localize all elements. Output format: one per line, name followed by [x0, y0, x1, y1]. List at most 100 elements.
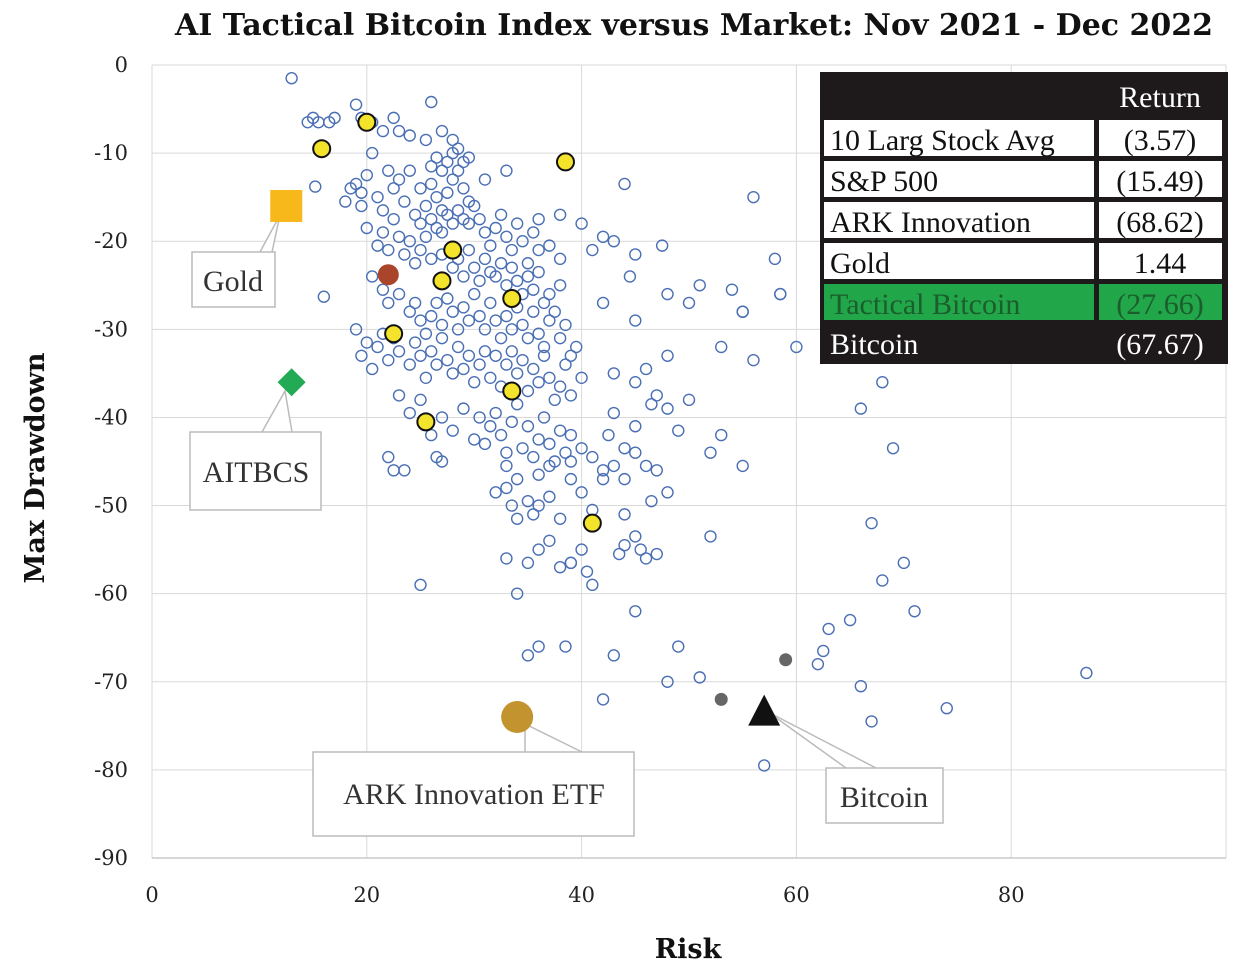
universe-point: [629, 420, 642, 433]
gold-label: Gold: [203, 265, 263, 298]
universe-point: [392, 345, 406, 358]
universe-point: [425, 309, 438, 323]
universe-point: [575, 217, 588, 230]
universe-point: [478, 345, 492, 358]
universe-point: [430, 190, 443, 204]
universe-point: [865, 715, 878, 728]
universe-point: [505, 345, 518, 358]
y-tick-label: -90: [94, 846, 128, 870]
universe-point: [527, 226, 540, 239]
universe-point: [602, 428, 615, 442]
universe-point: [639, 459, 653, 473]
universe-point: [446, 424, 459, 437]
universe-point: [532, 265, 545, 279]
universe-point: [736, 459, 749, 473]
universe-point: [596, 472, 610, 486]
highlight-point: [582, 513, 602, 533]
table-row-value: (68.62): [1116, 206, 1203, 239]
universe-point: [516, 235, 529, 248]
universe-point: [451, 323, 465, 336]
universe-point: [543, 239, 556, 252]
universe-point: [392, 287, 406, 301]
x-tick-label: 40: [568, 883, 595, 907]
universe-point: [876, 574, 889, 587]
universe-point: [414, 243, 427, 257]
universe-point: [607, 649, 621, 662]
universe-point: [505, 415, 518, 429]
y-tick-label: -60: [94, 582, 128, 606]
universe-point: [355, 199, 368, 213]
y-tick-label: -80: [94, 758, 128, 782]
universe-point: [596, 230, 610, 244]
universe-point: [500, 446, 513, 459]
universe-point: [408, 208, 422, 221]
universe-point: [521, 384, 535, 398]
universe-point: [537, 349, 551, 362]
universe-point: [843, 613, 857, 627]
universe-point: [527, 305, 540, 318]
universe-point: [489, 270, 502, 283]
universe-point: [553, 380, 567, 393]
universe-point: [521, 494, 535, 508]
universe-point: [387, 182, 400, 195]
universe-point: [403, 164, 416, 177]
universe-point: [387, 111, 400, 125]
universe-point: [489, 486, 502, 499]
universe-point: [527, 508, 540, 521]
universe-point: [430, 358, 443, 371]
universe-point: [430, 151, 443, 164]
universe-point: [387, 212, 400, 226]
universe-point: [570, 340, 583, 354]
universe-point: [505, 499, 518, 512]
universe-point: [451, 340, 465, 354]
universe-point: [500, 459, 513, 473]
universe-point: [548, 305, 561, 318]
universe-point: [408, 257, 422, 270]
universe-point: [510, 587, 524, 600]
universe-point: [451, 204, 465, 217]
universe-point: [478, 437, 492, 451]
universe-point: [629, 530, 642, 543]
universe-point: [865, 516, 878, 530]
universe-point: [682, 393, 696, 407]
universe-point: [768, 252, 782, 266]
universe-point: [650, 389, 663, 402]
universe-point: [441, 186, 454, 199]
aitbcs-label: AITBCS: [203, 456, 310, 489]
universe-point: [747, 190, 760, 204]
table-row-label: 10 Larg Stock Avg: [830, 124, 1055, 157]
universe-point: [462, 151, 476, 164]
universe-point: [527, 362, 540, 376]
universe-point: [376, 124, 390, 138]
universe-point: [564, 389, 578, 402]
universe-point: [543, 490, 556, 503]
universe-point: [532, 243, 545, 257]
highlight-point: [443, 240, 463, 260]
universe-point: [543, 371, 556, 384]
universe-point: [425, 212, 438, 226]
universe-point: [435, 331, 449, 345]
universe-point: [371, 190, 384, 204]
universe-point: [618, 508, 631, 521]
highlight-point: [416, 412, 436, 432]
universe-point: [478, 226, 492, 239]
universe-point: [446, 133, 459, 147]
universe-point: [553, 561, 567, 574]
y-axis-title: Max Drawdown: [20, 352, 51, 583]
ark-marker: [501, 701, 534, 734]
gray-point: [714, 692, 728, 706]
universe-point: [328, 111, 341, 125]
universe-point: [774, 287, 787, 301]
universe-point: [451, 164, 465, 177]
universe-point: [661, 402, 674, 415]
universe-point: [468, 261, 481, 274]
universe-point: [553, 331, 567, 345]
universe-point: [365, 362, 379, 376]
universe-point: [505, 323, 518, 336]
universe-point: [607, 235, 621, 248]
universe-point: [505, 261, 518, 274]
universe-point: [446, 173, 459, 186]
universe-point: [468, 199, 481, 213]
universe-point: [618, 472, 631, 486]
universe-point: [382, 164, 395, 177]
